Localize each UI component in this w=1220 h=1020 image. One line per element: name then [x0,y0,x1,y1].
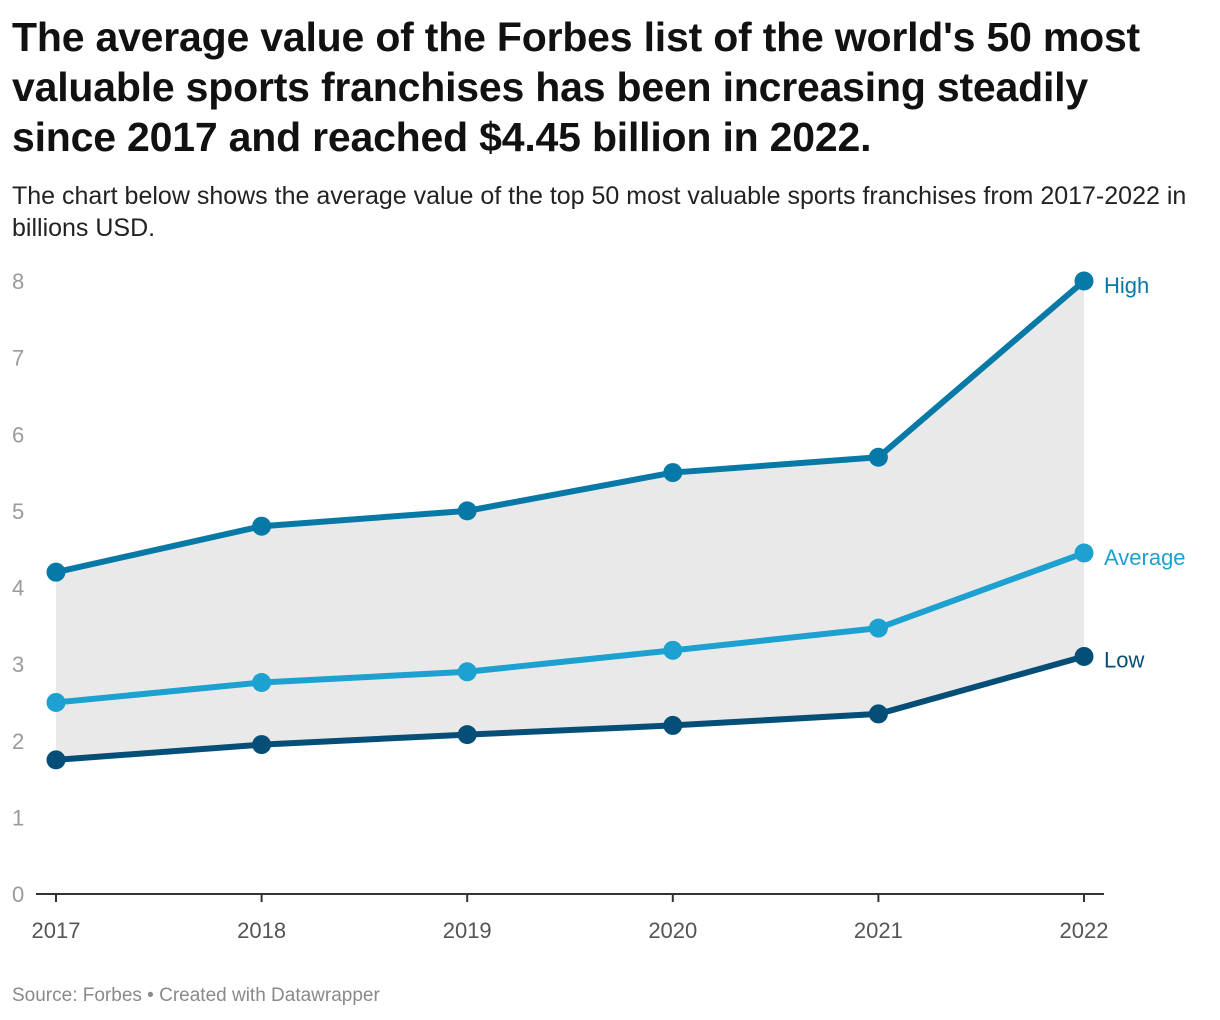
series-line-average [53,550,1087,706]
series-label-low: Low [1104,647,1144,672]
data-point-low [868,704,888,724]
data-point-high [663,463,683,483]
y-tick-label: 4 [12,576,24,601]
series-label-high: High [1104,273,1149,298]
y-tick-label: 3 [12,652,24,677]
data-point-low [252,735,272,755]
source-note: Source: Forbes • Created with Datawrappe… [12,985,380,1006]
data-point-average [663,640,683,660]
y-tick-label: 6 [12,422,24,447]
x-axis: 2017 2018 2019 2020 2021 2022 [32,893,1109,943]
data-point-low [1074,646,1094,666]
data-point-high [252,516,272,536]
x-tick-label: 2018 [237,918,286,943]
data-point-high [1074,271,1094,291]
range-band-layer [56,281,1084,760]
chart-subtitle: The chart below shows the average value … [12,182,1187,242]
data-point-average [252,673,272,693]
x-tick-label: 2022 [1060,918,1109,943]
data-point-high [868,447,888,467]
y-tick-label: 7 [12,346,24,371]
x-tick-label: 2021 [854,918,903,943]
y-axis: 0 1 2 3 4 5 6 7 8 [12,269,24,907]
y-tick-label: 8 [12,269,24,294]
x-tick-label: 2020 [648,918,697,943]
data-point-high [457,501,477,521]
series-line-low [53,653,1087,763]
data-point-low [46,750,66,770]
y-tick-label: 5 [12,499,24,524]
data-point-average [868,618,888,638]
y-tick-label: 1 [12,805,24,830]
series-points [46,271,1094,770]
series-labels: High Average Low [1104,273,1186,672]
data-point-high [46,562,66,582]
range-band [56,281,1084,760]
series-line-high [53,278,1087,576]
data-point-low [663,715,683,735]
y-tick-label: 0 [12,882,24,907]
y-tick-label: 2 [12,729,24,754]
data-point-average [46,692,66,712]
data-point-average [457,662,477,682]
data-point-average [1074,543,1094,563]
chart-title: The average value of the Forbes list of … [12,14,1141,160]
series-lines [53,278,1087,763]
x-tick-label: 2019 [443,918,492,943]
data-point-low [457,725,477,745]
x-tick-label: 2017 [32,918,81,943]
series-label-average: Average [1104,545,1186,570]
